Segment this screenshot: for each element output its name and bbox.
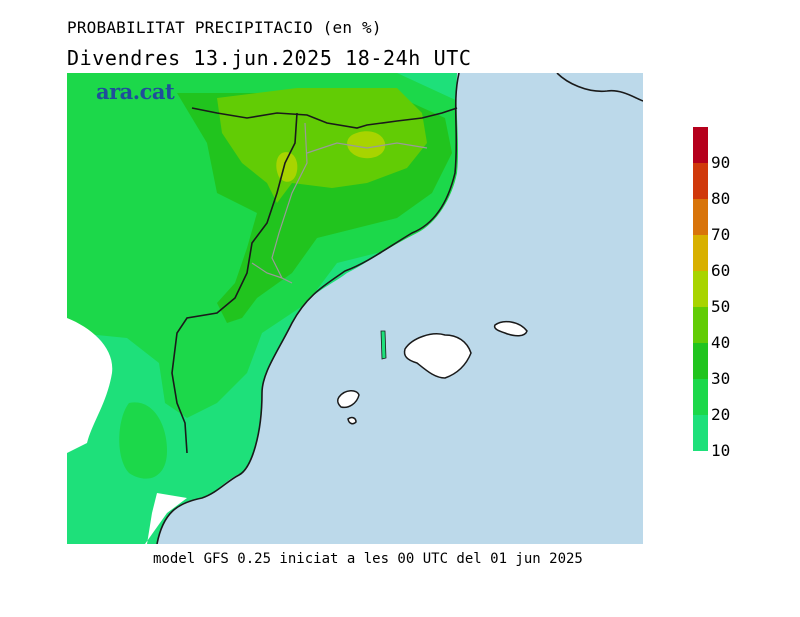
legend-label: 80 <box>711 189 731 208</box>
sea <box>157 73 643 544</box>
border-provinces <box>251 122 428 284</box>
map-canvas <box>67 73 643 544</box>
band-40-50 <box>217 88 427 203</box>
border-catalonia-aragon <box>171 112 298 454</box>
island-eivissa <box>336 390 360 409</box>
legend-swatch <box>693 307 708 343</box>
legend-swatch <box>693 379 708 415</box>
band-50-60 <box>347 131 386 159</box>
model-run-info: model GFS 0.25 iniciat a les 00 UTC del … <box>153 551 583 567</box>
precipitation-map: ara.cat <box>67 73 643 544</box>
legend-label: 50 <box>711 297 731 316</box>
band-below-10-west <box>67 318 113 453</box>
legend-label: 40 <box>711 333 731 352</box>
coastline-france <box>556 73 643 102</box>
color-scale-legend: 90 80 70 60 50 40 30 20 10 <box>693 127 783 460</box>
legend-label: 70 <box>711 225 731 244</box>
band-below-10-south <box>145 493 187 544</box>
island-mallorca <box>403 333 472 379</box>
legend-label: 90 <box>711 153 731 172</box>
legend-label: 30 <box>711 369 731 388</box>
legend-swatch <box>693 415 708 451</box>
brand-logo: ara.cat <box>96 79 175 104</box>
border-pyrenees <box>191 107 458 129</box>
coastline <box>156 73 460 544</box>
legend-swatch <box>693 235 708 271</box>
island-cabrera <box>380 330 387 360</box>
forecast-period: Divendres 13.jun.2025 18-24h UTC <box>67 46 472 70</box>
legend-label: 60 <box>711 261 731 280</box>
legend-swatch <box>693 343 708 379</box>
map-title: PROBABILITAT PRECIPITACIO (en %) <box>67 18 382 37</box>
island-menorca <box>493 320 528 337</box>
legend-swatch <box>693 271 708 307</box>
legend-label: 20 <box>711 405 731 424</box>
band-50-60-inner <box>276 152 298 182</box>
legend-swatch <box>693 163 708 199</box>
legend-swatch <box>693 199 708 235</box>
legend-swatch <box>693 127 708 163</box>
band-20-30-south <box>119 402 167 479</box>
legend-label: 10 <box>711 441 731 460</box>
island-formentera <box>347 416 357 425</box>
